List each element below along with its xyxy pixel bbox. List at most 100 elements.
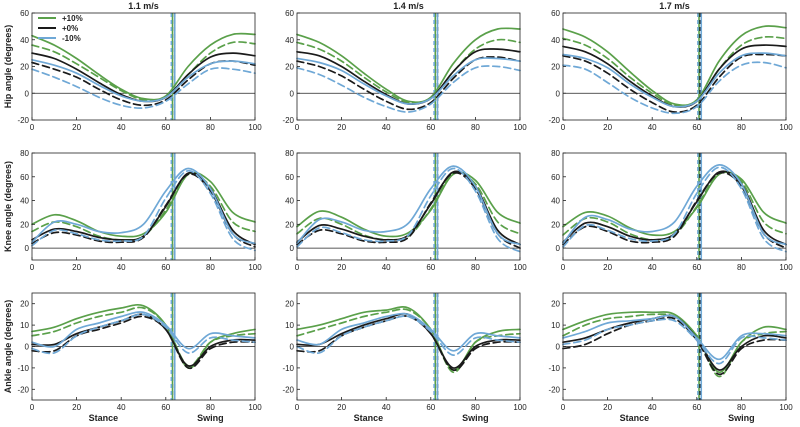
- x-tick-label: 60: [426, 403, 435, 412]
- panel-title: 1.7 m/s: [659, 1, 690, 11]
- panel-title: 1.4 m/s: [393, 1, 424, 11]
- x-tick-label: 20: [603, 403, 612, 412]
- x-tick-label: 100: [513, 403, 527, 412]
- series-line-minus10-dashed: [562, 318, 787, 365]
- y-tick-label: 0: [290, 244, 295, 253]
- series-line-minus10-dashed: [31, 169, 256, 252]
- x-tick-label: 20: [337, 403, 346, 412]
- x-tick-label: 100: [779, 403, 793, 412]
- y-tick-label: 40: [20, 197, 29, 206]
- y-tick-label: 20: [20, 220, 29, 229]
- y-tick-label: 20: [20, 63, 29, 72]
- x-tick-label: 80: [471, 123, 480, 132]
- y-tick-label: -10: [548, 364, 560, 373]
- series-line-zero-dashed: [296, 315, 521, 371]
- x-tick-label: 0: [30, 403, 35, 412]
- series-line-minus10-solid: [562, 314, 787, 361]
- x-tick-label: 20: [72, 403, 81, 412]
- y-tick-label: 60: [551, 173, 560, 182]
- y-axis-label-hip: Hip angle (degrees): [3, 25, 13, 109]
- x-tick-label: 100: [248, 123, 262, 132]
- series-line-plus10-solid: [562, 25, 787, 107]
- y-tick-label: 40: [551, 36, 560, 45]
- series-line-minus10-solid: [562, 164, 787, 246]
- y-tick-label: 10: [20, 321, 29, 330]
- x-tick-label: 100: [513, 263, 527, 272]
- x-label-swing: Swing: [462, 413, 489, 423]
- x-tick-label: 0: [295, 403, 300, 412]
- x-label-stance: Stance: [354, 413, 384, 423]
- x-tick-label: 0: [295, 263, 300, 272]
- series-line-minus10-dashed: [296, 167, 521, 253]
- y-tick-label: 0: [556, 89, 561, 98]
- series-line-plus10-solid: [31, 171, 256, 238]
- series-line-plus10-dashed: [562, 35, 787, 108]
- x-tick-label: 40: [648, 403, 657, 412]
- series-line-zero-dashed: [31, 60, 256, 107]
- series-line-minus10-dashed: [562, 166, 787, 253]
- series-line-zero-dashed: [562, 53, 787, 113]
- y-tick-label: 80: [551, 149, 560, 158]
- series-line-minus10-solid: [31, 58, 256, 103]
- series-line-plus10-solid: [296, 171, 521, 238]
- panel-ankle-1: 0 20 40 60 80 100 -20 -10 0 10 20 Stance Swing Ankle …: [3, 292, 262, 423]
- x-tick-label: 100: [513, 123, 527, 132]
- series-line-plus10-solid: [296, 27, 521, 104]
- x-tick-label: 40: [117, 263, 126, 272]
- y-tick-label: 10: [551, 321, 560, 330]
- y-tick-label: -20: [282, 116, 294, 125]
- x-tick-label: 40: [382, 123, 391, 132]
- x-tick-label: 60: [161, 403, 170, 412]
- y-tick-label: 80: [285, 149, 294, 158]
- x-tick-label: 80: [206, 403, 215, 412]
- y-tick-label: 60: [285, 173, 294, 182]
- series-line-minus10-dashed: [562, 61, 787, 115]
- y-tick-label: 80: [20, 149, 29, 158]
- y-tick-label: 40: [285, 197, 294, 206]
- y-tick-label: 20: [285, 300, 294, 309]
- x-tick-label: 40: [117, 123, 126, 132]
- legend: +10%+0%-10%: [38, 14, 83, 43]
- x-tick-label: 80: [471, 263, 480, 272]
- x-tick-label: 40: [117, 403, 126, 412]
- y-tick-label: 60: [20, 173, 29, 182]
- x-label-stance: Stance: [620, 413, 650, 423]
- y-axis-label-knee: Knee angle (degrees): [3, 161, 13, 252]
- panel-knee-3: 0 20 40 60 80 100 0 20 40 60 80: [551, 149, 793, 272]
- x-tick-label: 60: [426, 263, 435, 272]
- series-line-plus10-dashed: [31, 41, 256, 102]
- x-tick-label: 80: [737, 263, 746, 272]
- series-line-minus10-solid: [296, 165, 521, 246]
- x-tick-label: 20: [72, 263, 81, 272]
- x-tick-label: 0: [30, 263, 35, 272]
- legend-label-plus10: +10%: [62, 14, 83, 23]
- x-tick-label: 40: [648, 263, 657, 272]
- y-axis-label-ankle: Ankle angle (degrees): [3, 300, 13, 394]
- panel-ankle-2: 0 20 40 60 80 100 -20 -10 0 10 20 Stance Swing: [282, 292, 527, 423]
- x-tick-label: 100: [248, 403, 262, 412]
- series-line-plus10-solid: [296, 306, 521, 371]
- x-label-swing: Swing: [728, 413, 755, 423]
- y-tick-label: 60: [285, 9, 294, 18]
- x-tick-label: 20: [603, 123, 612, 132]
- y-tick-label: 60: [551, 9, 560, 18]
- panel-knee-1: 0 20 40 60 80 100 0 20 40 60 80 Knee angle (degrees…: [3, 149, 262, 272]
- series-line-zero-solid: [31, 313, 256, 367]
- y-tick-label: 20: [551, 300, 560, 309]
- y-tick-label: 0: [25, 343, 30, 352]
- x-tick-label: 0: [561, 263, 566, 272]
- axes-frame: [562, 152, 787, 261]
- y-tick-label: 20: [551, 63, 560, 72]
- x-tick-label: 60: [692, 263, 701, 272]
- y-tick-label: 0: [290, 89, 295, 98]
- series-line-minus10-dashed: [31, 67, 256, 109]
- x-tick-label: 80: [206, 123, 215, 132]
- x-tick-label: 0: [561, 403, 566, 412]
- x-tick-label: 60: [426, 123, 435, 132]
- y-tick-label: -20: [548, 385, 560, 394]
- axes-frame: [296, 152, 521, 261]
- series-line-plus10-solid: [31, 32, 256, 101]
